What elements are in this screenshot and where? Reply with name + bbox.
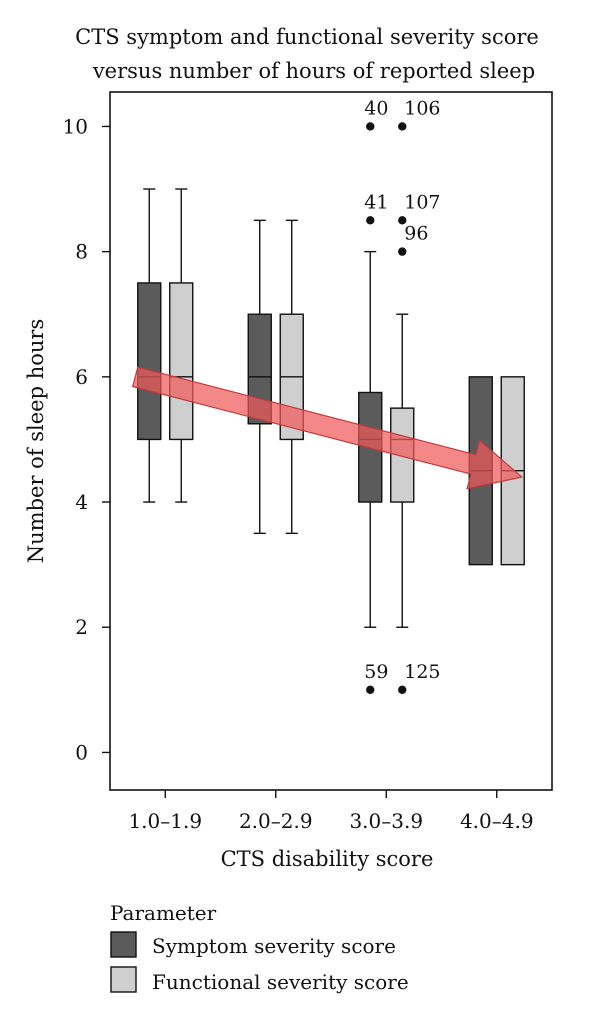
legend-title: Parameter [110, 901, 217, 925]
legend-swatch-functional [110, 966, 137, 993]
legend: Parameter Symptom severity score Functio… [110, 901, 409, 994]
box-symptom [137, 282, 162, 441]
outlier-label: 59 [364, 661, 388, 683]
y-tick-label: 8 [75, 240, 88, 264]
x-tick-label: 1.0–1.9 [128, 809, 202, 833]
box-symptom [247, 313, 272, 425]
outlier-point [366, 122, 375, 131]
y-tick-label: 4 [75, 490, 88, 514]
y-axis-ticks: 0 2 4 6 8 10 [63, 114, 110, 764]
outlier-label: 125 [404, 661, 440, 683]
trend-arrow [131, 366, 524, 490]
legend-label-symptom: Symptom severity score [152, 934, 396, 958]
y-tick-label: 2 [75, 615, 88, 639]
legend-swatch-symptom [110, 931, 137, 958]
outlier-label: 41 [364, 191, 388, 213]
x-tick-label: 4.0–4.9 [460, 809, 534, 833]
x-axis-title: CTS disability score [221, 847, 434, 871]
chart-title-line-1: CTS symptom and functional severity scor… [75, 25, 539, 49]
plot-area-frame [109, 91, 553, 791]
outlier-label: 40 [364, 97, 388, 119]
outlier-point [398, 247, 407, 256]
y-tick-label: 0 [75, 740, 88, 764]
outlier-point [398, 685, 407, 695]
outlier-label: 106 [404, 97, 440, 119]
outlier-label: 96 [404, 223, 428, 245]
y-axis-title: Number of sleep hours [24, 319, 48, 563]
x-tick-label: 3.0–3.9 [349, 809, 423, 833]
y-tick-label: 6 [75, 365, 88, 389]
legend-label-functional: Functional severity score [152, 970, 409, 994]
outlier-label: 107 [404, 191, 440, 213]
plot-marks: 40 106 41 107 96 59 125 [131, 97, 525, 695]
chart-title-line-2: versus number of hours of reported sleep [92, 59, 535, 83]
x-axis-ticks: 1.0–1.9 2.0–2.9 3.0–3.9 4.0–4.9 [128, 790, 534, 833]
outlier-point [398, 216, 407, 225]
outlier-point [366, 685, 375, 695]
outlier-point [366, 216, 375, 225]
outlier-point [398, 122, 407, 131]
box-functional [169, 282, 194, 441]
x-tick-label: 2.0–2.9 [239, 809, 313, 833]
y-tick-label: 10 [63, 114, 88, 138]
